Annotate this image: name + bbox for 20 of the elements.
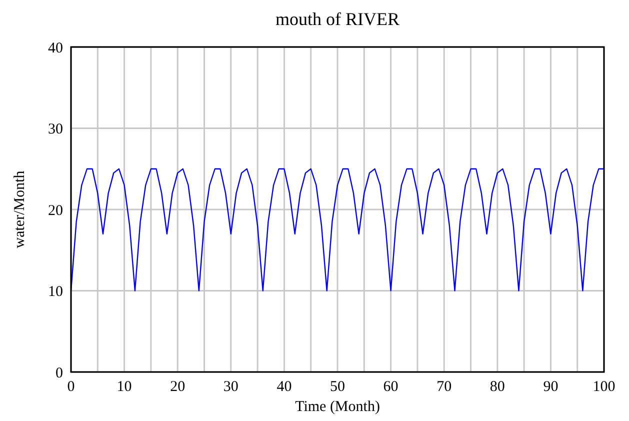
x-tick-label: 80: [490, 379, 505, 395]
x-tick-label: 40: [276, 379, 292, 395]
y-tick-label: 10: [48, 284, 63, 300]
y-tick-label: 40: [48, 40, 63, 56]
x-tick-label: 0: [67, 379, 75, 395]
y-axis-title: water/Month: [12, 170, 28, 248]
x-tick-label: 60: [383, 379, 398, 395]
y-tick-label: 20: [48, 202, 63, 219]
x-tick-label: 20: [170, 379, 186, 395]
line-series: [70, 168, 605, 292]
x-axis-title: Time (Month): [295, 399, 380, 415]
x-tick-label: 100: [592, 379, 616, 395]
y-tick-label: 0: [56, 365, 63, 382]
chart-title: mouth of RIVER: [276, 9, 400, 29]
x-tick-label: 70: [436, 379, 452, 395]
x-tick-label: 50: [330, 379, 345, 395]
x-tick-label: 30: [223, 379, 238, 395]
x-tick-label: 90: [543, 379, 558, 395]
y-tick-label: 30: [48, 122, 63, 138]
x-tick-label: 10: [116, 379, 132, 395]
